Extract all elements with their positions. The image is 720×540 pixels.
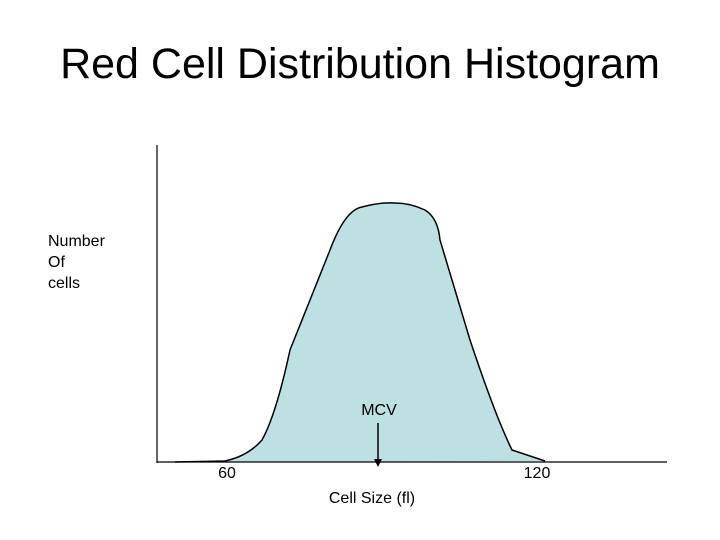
page-title: Red Cell Distribution Histogram: [60, 40, 660, 88]
y-axis-label-line-3: cells: [48, 275, 81, 292]
y-axis-label-line-1: Number: [48, 233, 105, 250]
x-axis-label: Cell Size (fl): [329, 490, 415, 507]
x-tick-label-60: 60: [218, 465, 236, 482]
x-tick-label-120: 120: [524, 465, 551, 482]
distribution-curve: [174, 202, 546, 463]
mcv-label: MCV: [361, 402, 397, 419]
y-axis-label: Number Of cells: [48, 231, 105, 294]
mcv-arrow-head: [374, 459, 382, 467]
y-axis-label-line-2: Of: [48, 254, 65, 271]
